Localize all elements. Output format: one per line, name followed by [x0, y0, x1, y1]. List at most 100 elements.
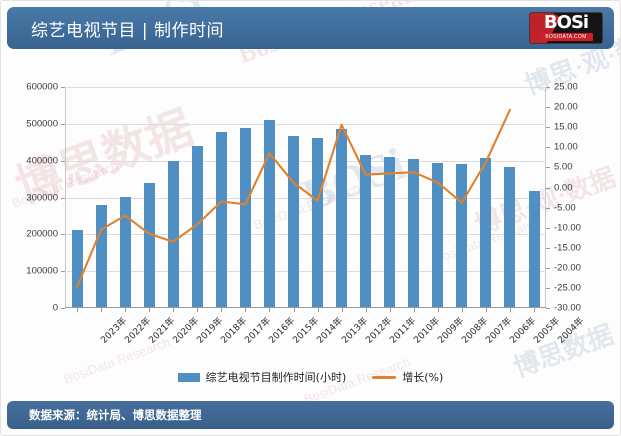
- x-axis-tickmark: [365, 308, 367, 312]
- bar[interactable]: [191, 146, 203, 307]
- y-axis-left-tick-label: 300000: [26, 192, 58, 203]
- bar[interactable]: [432, 163, 444, 307]
- bar[interactable]: [288, 136, 299, 307]
- plot-area-wrapper: 0 100000 200000 300000 400000 500000 600000 -3…: [1, 56, 620, 356]
- gridline: [65, 123, 546, 125]
- y-axis-right-tickmark: [546, 127, 550, 129]
- y-axis-left-tick-label: 400000: [26, 155, 58, 167]
- x-axis-label: 2016年: [267, 316, 298, 346]
- y-axis-right-tick-label: 0.00: [554, 182, 573, 193]
- y-axis-left-tickmark: [61, 123, 65, 125]
- x-axis-tickmark: [509, 308, 511, 312]
- y-axis-right-tickmark: [546, 187, 550, 189]
- x-axis-tickmark: [221, 308, 223, 312]
- logo-domain-text: BOSIDATA.COM: [539, 33, 593, 41]
- bar[interactable]: [456, 164, 468, 307]
- bar[interactable]: [143, 182, 155, 307]
- chart-footer-bar: 数据来源：统计局、博思数据整理: [7, 401, 614, 429]
- y-axis-right-tickmark: [546, 207, 550, 209]
- legend-swatch-bar-icon: [177, 372, 200, 382]
- y-axis-right-tick-label: -5.00: [554, 202, 576, 213]
- bosi-logo: BOSi BOSIDATA.COM: [529, 12, 603, 44]
- bar[interactable]: [360, 154, 372, 307]
- x-axis-tickmark: [341, 308, 343, 312]
- y-axis-right-tickmark: [546, 267, 550, 269]
- legend-item-line[interactable]: 增长(%): [372, 369, 443, 385]
- x-axis-tickmark: [461, 308, 463, 312]
- x-axis-label: 2020年: [171, 316, 202, 346]
- bar[interactable]: [384, 156, 396, 307]
- y-axis-right-tick-label: 5.00: [554, 161, 573, 173]
- y-axis-left-tickmark: [61, 197, 65, 199]
- legend-swatch-line-icon: [372, 375, 397, 379]
- bar[interactable]: [504, 166, 516, 307]
- bar[interactable]: [215, 132, 227, 307]
- gridline: [65, 87, 546, 88]
- y-axis-right-tick-label: -15.00: [554, 242, 581, 254]
- y-axis-right-tickmark: [546, 107, 550, 109]
- x-axis-label: 2009年: [436, 316, 466, 346]
- y-axis-right-tickmark: [546, 287, 550, 289]
- bar[interactable]: [95, 205, 107, 307]
- y-axis-left-tickmark: [61, 271, 65, 273]
- x-axis-label: 2019年: [195, 316, 226, 346]
- x-axis-tickmark: [149, 308, 151, 312]
- bar[interactable]: [71, 230, 83, 307]
- gridline: [65, 197, 546, 199]
- x-axis-tickmark: [269, 308, 271, 312]
- y-axis-right-tickmark: [546, 147, 550, 149]
- bar[interactable]: [408, 158, 420, 307]
- x-axis-tickmark: [77, 308, 78, 312]
- logo-wordmark: BOSi: [543, 12, 589, 33]
- y-axis-right-tick-label: 15.00: [554, 121, 578, 133]
- bar[interactable]: [528, 190, 540, 307]
- y-axis-right-tick-label: -20.00: [554, 262, 581, 274]
- y-axis-right-tick-label: -10.00: [554, 222, 581, 234]
- x-axis-label: 2014年: [315, 316, 346, 346]
- y-axis-right-tick-label: -25.00: [554, 282, 581, 294]
- chart-header-bar: 综艺电视节目 | 制作时间 BOSi BOSIDATA.COM: [7, 7, 614, 49]
- x-axis-label: 2018年: [219, 316, 250, 346]
- x-axis-tickmark: [101, 308, 103, 312]
- data-source-text: 数据来源：统计局、博思数据整理: [29, 408, 202, 422]
- legend-item-bar[interactable]: 综艺电视节目制作时间(小时): [177, 369, 347, 385]
- x-axis-label: 2006年: [508, 316, 538, 346]
- x-axis-label: 2021年: [147, 316, 178, 346]
- bar[interactable]: [312, 137, 323, 307]
- y-axis-right-tick-label: 20.00: [554, 101, 578, 113]
- y-axis-right-tickmark: [546, 308, 550, 309]
- gridline: [65, 234, 546, 236]
- x-axis-tickmark: [437, 308, 439, 312]
- x-axis-label: 2015年: [291, 316, 322, 346]
- x-axis-label: 2017年: [243, 316, 274, 346]
- bar[interactable]: [167, 160, 179, 307]
- y-axis-right-tick-label: 25.00: [554, 81, 578, 93]
- axis-line-bottom: [65, 307, 546, 308]
- y-axis-right-tick-label: -30.00: [554, 302, 581, 314]
- bar[interactable]: [263, 120, 275, 307]
- plot-area: 0 100000 200000 300000 400000 500000 600000 -3…: [26, 82, 586, 346]
- bar[interactable]: [119, 197, 131, 307]
- bar[interactable]: [480, 157, 492, 307]
- y-axis-left-tickmark: [61, 308, 65, 309]
- page-title: 综艺电视节目 | 制作时间: [31, 21, 225, 41]
- bar[interactable]: [239, 127, 251, 307]
- x-axis-label: 2023年: [99, 316, 130, 346]
- bar[interactable]: [336, 128, 348, 307]
- gridline: [65, 160, 546, 162]
- growth-line: [75, 108, 511, 289]
- x-axis-label: 2005年: [532, 316, 563, 346]
- y-axis-left-tickmark: [61, 87, 65, 88]
- gridline: [65, 271, 546, 273]
- x-axis-label: 2008年: [460, 316, 490, 346]
- x-axis-tickmark: [125, 308, 127, 312]
- y-axis-left-tickmark: [61, 234, 65, 236]
- y-axis-left-tick-label: 100000: [26, 265, 58, 277]
- x-axis-label: 2022年: [123, 316, 154, 346]
- x-axis-tickmark: [534, 308, 535, 312]
- legend-label-bar: 综艺电视节目制作时间(小时): [205, 371, 347, 384]
- y-axis-right-tickmark: [546, 87, 550, 88]
- y-axis-right-tickmark: [546, 167, 550, 169]
- x-axis-tickmark: [293, 308, 295, 312]
